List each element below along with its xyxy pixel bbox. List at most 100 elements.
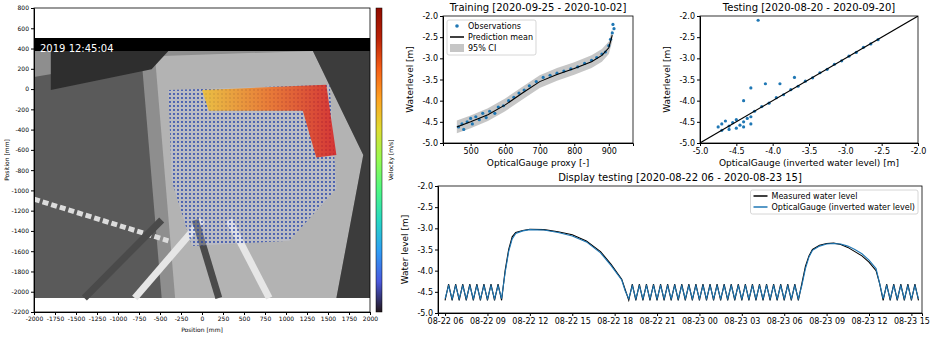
tick-label: -2200 [12, 308, 30, 315]
tick: 1250 [300, 312, 315, 322]
tick-mark [530, 313, 531, 316]
tick-mark [31, 109, 34, 110]
tick-label: -3.0 [422, 54, 438, 63]
tick: -3.5 [679, 76, 700, 85]
tick-label: 1500 [321, 315, 336, 322]
tick-label: -200 [15, 106, 29, 113]
point [735, 127, 738, 130]
tick-label: -3.5 [802, 147, 818, 156]
axis: -2000-1750-1500-1250-1000-750-500-250025… [26, 312, 379, 322]
line [445, 230, 918, 299]
tick-label: -2000 [12, 288, 30, 295]
tick-mark [918, 143, 919, 146]
tick-mark [440, 143, 443, 144]
tick-mark [440, 37, 443, 38]
y-axis-title: Waterlevel [m] [662, 46, 672, 113]
tick-mark [882, 143, 883, 146]
tick-label: -3.5 [417, 246, 433, 255]
tick-label: 08-22 12 [512, 317, 548, 326]
figure: 2019 12:45:04-2000-1750-1500-1250-1000-7… [0, 0, 934, 340]
point [717, 125, 720, 128]
tick-label: -4.5 [679, 118, 695, 127]
tick: 08-23 12 [852, 313, 888, 326]
tick: 08-22 18 [597, 313, 633, 326]
tick-label: -4.5 [729, 147, 745, 156]
point [749, 115, 752, 118]
tick-mark [440, 16, 443, 17]
colorbar [376, 8, 382, 312]
point [757, 19, 760, 22]
tick-mark [699, 313, 700, 316]
tick-label: 08-23 00 [682, 317, 718, 326]
tick: -4.5 [679, 118, 700, 127]
tick-mark [435, 292, 438, 293]
line [700, 16, 918, 143]
legend-swatch [450, 44, 464, 52]
tick-mark [869, 313, 870, 316]
tick: 500 [463, 143, 478, 156]
point [462, 128, 465, 131]
tick: -2.5 [422, 33, 443, 42]
tick-label: -3.0 [417, 224, 433, 233]
tick: 750 [260, 312, 272, 322]
axis: -5.0-4.5-4.0-3.5-3.0-2.5-2.0 [417, 182, 438, 318]
point [720, 122, 723, 125]
tick-mark [31, 130, 34, 131]
line [445, 229, 918, 300]
tick-mark [657, 313, 658, 316]
y-axis-title: Position [mm] [3, 139, 10, 181]
tick-label: -5.0 [679, 139, 695, 148]
tick-label: -4.0 [417, 267, 433, 276]
tick: 250 [218, 312, 230, 322]
tick-label: 600 [18, 25, 30, 32]
tick: -3.0 [417, 224, 438, 233]
tick: 900 [602, 143, 617, 156]
tick-mark [609, 143, 610, 146]
axis-line [697, 17, 701, 144]
tick-mark [742, 313, 743, 316]
image-area [34, 38, 370, 298]
tick-mark [435, 271, 438, 272]
point [542, 76, 545, 79]
velocity-field-fast [202, 85, 336, 158]
tick-label: -2.0 [422, 12, 438, 21]
tick-label: 1750 [342, 315, 357, 322]
tick-label: 700 [533, 147, 548, 156]
tick: -3.0 [838, 143, 854, 156]
tick-label: -4.0 [679, 97, 695, 106]
tick: -2.0 [679, 12, 700, 21]
tick-label: 0 [201, 315, 205, 322]
tick-label: -2000 [26, 315, 44, 322]
y-axis-title: Water level [m] [400, 215, 410, 285]
tick-label: 200 [18, 65, 30, 72]
tick: 500 [239, 312, 251, 322]
tick: -500 [154, 312, 168, 322]
tick: 600 [498, 143, 513, 156]
tick-label: -1000 [12, 187, 30, 194]
tick: -1200 [12, 207, 34, 214]
tick-label: -2.5 [679, 33, 695, 42]
tick-mark [31, 292, 34, 293]
point [493, 112, 496, 115]
colorbar-label: Velocity [m/s] [387, 139, 395, 180]
tick: 700 [533, 143, 548, 156]
tick-label: -3.0 [679, 54, 695, 63]
tick-mark [435, 250, 438, 251]
tick-label: -400 [15, 126, 29, 133]
point [738, 124, 741, 127]
point [469, 117, 472, 120]
tick-label: 08-22 09 [470, 317, 506, 326]
tick: -4.5 [417, 288, 438, 297]
plot-frame [34, 8, 370, 312]
chart-title: Display testing [2020-08-22 06 - 2020-08… [558, 172, 802, 183]
tick-label: -4.5 [417, 288, 433, 297]
point [488, 110, 491, 113]
tick-label: -1000 [110, 315, 128, 322]
tick-label: 0 [25, 85, 29, 92]
axis-line [31, 9, 35, 313]
tick: -5.0 [422, 139, 443, 148]
tick-label: -2.5 [417, 203, 433, 212]
tick-mark [773, 143, 774, 146]
point [528, 84, 531, 87]
tick-label: -750 [133, 315, 147, 322]
